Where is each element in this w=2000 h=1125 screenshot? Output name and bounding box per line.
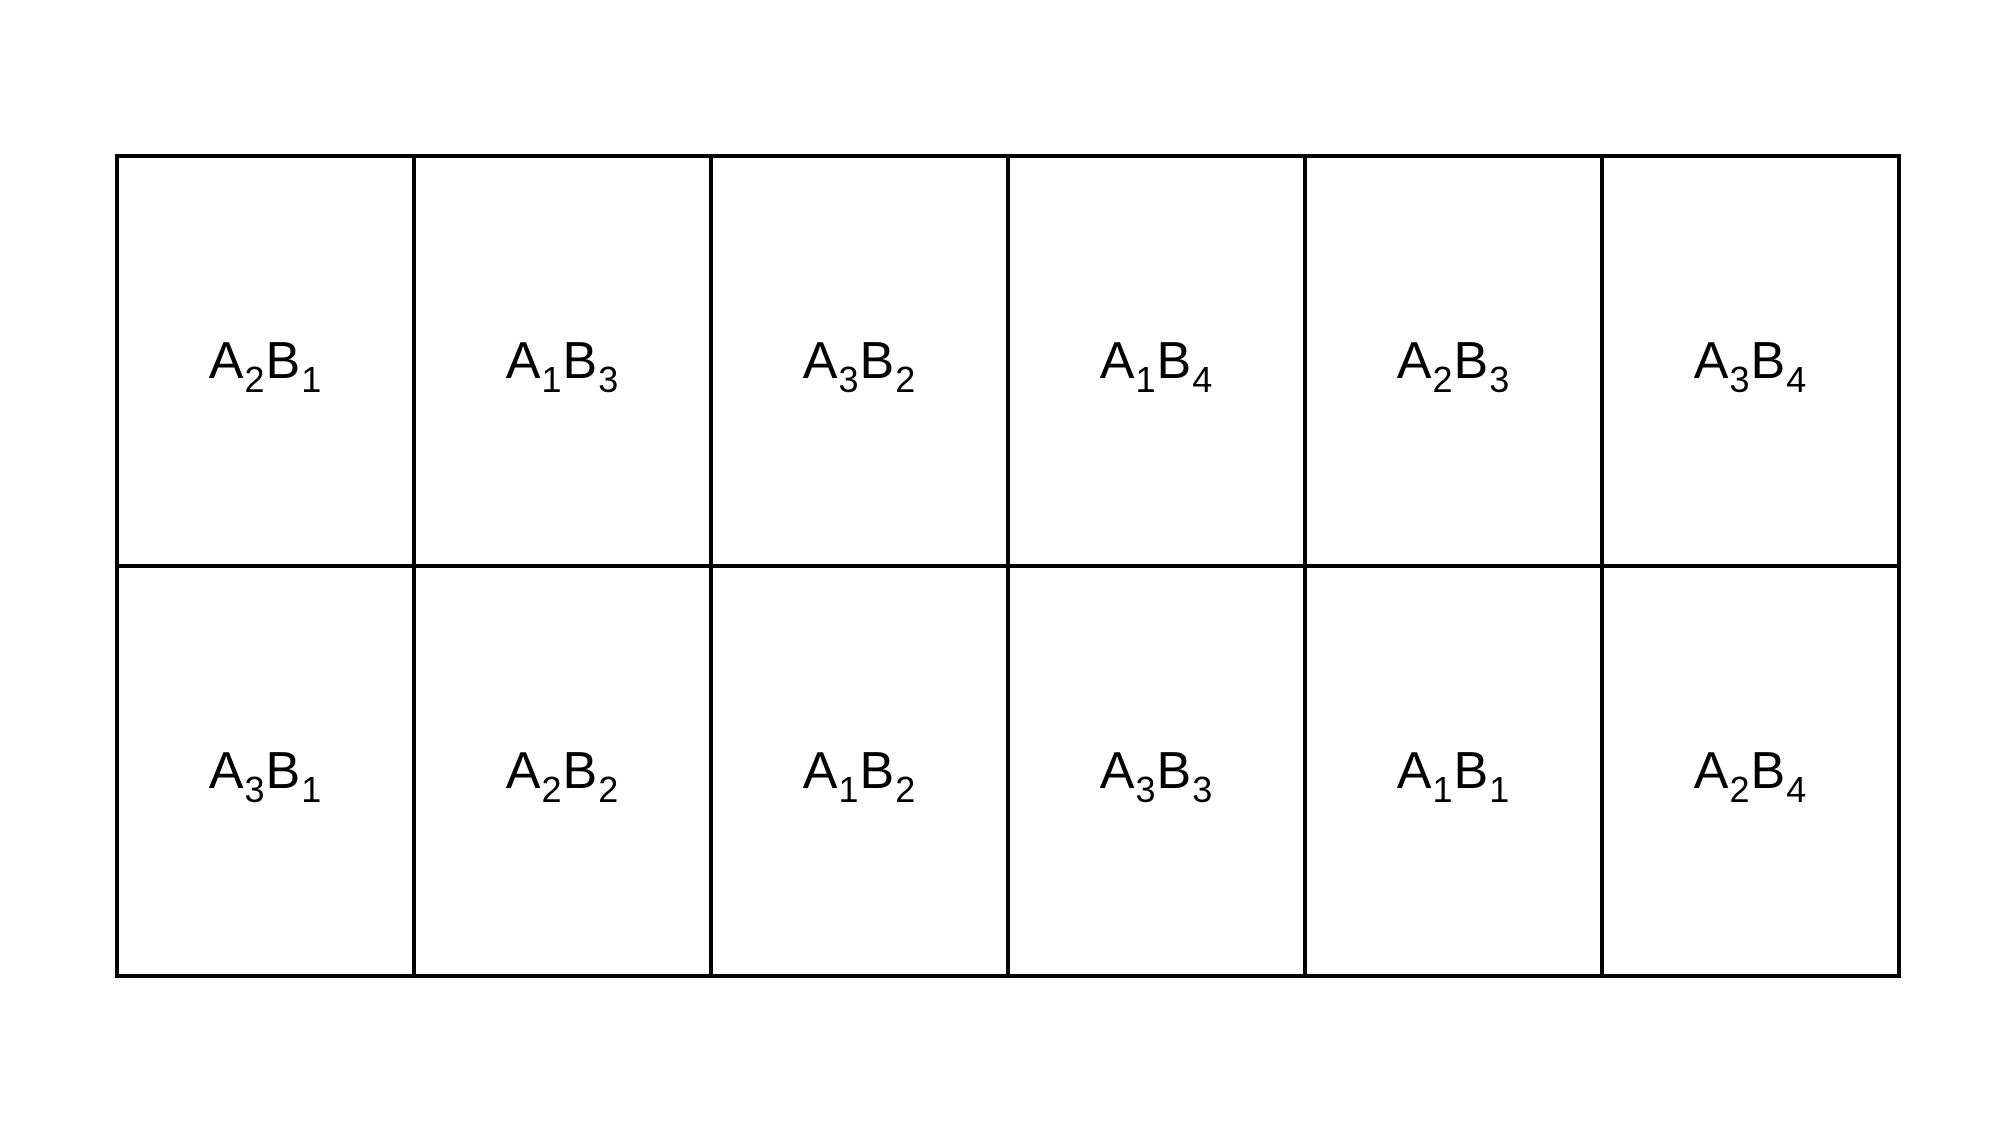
factor-a-level: 3	[1729, 359, 1750, 400]
factor-b: B	[1453, 332, 1489, 390]
factor-a: A	[505, 742, 541, 800]
cell-label: A1B2	[802, 742, 916, 808]
factor-a: A	[208, 742, 244, 800]
factor-b: B	[265, 332, 301, 390]
factor-a: A	[1396, 742, 1432, 800]
cell-label: A1B1	[1396, 742, 1510, 808]
cell-label: A2B1	[208, 332, 322, 398]
grid-cell: A2B3	[1303, 154, 1604, 568]
factor-a-level: 2	[244, 359, 265, 400]
factor-a-level: 2	[541, 769, 562, 810]
grid-cell: A3B2	[709, 154, 1010, 568]
factor-b-level: 3	[598, 359, 619, 400]
factor-a-level: 2	[1729, 769, 1750, 810]
grid-cell: A1B2	[709, 564, 1010, 978]
factor-b: B	[1453, 742, 1489, 800]
factor-b-level: 1	[1489, 769, 1510, 810]
factor-b: B	[859, 332, 895, 390]
factor-a-level: 3	[1135, 769, 1156, 810]
factor-a: A	[208, 332, 244, 390]
factor-b-level: 1	[301, 769, 322, 810]
cell-label: A3B3	[1099, 742, 1213, 808]
grid-cell: A2B2	[412, 564, 713, 978]
factor-a-level: 2	[1432, 359, 1453, 400]
factor-b-level: 2	[598, 769, 619, 810]
factor-b-level: 2	[895, 769, 916, 810]
factor-a: A	[1099, 742, 1135, 800]
factor-b: B	[562, 332, 598, 390]
factor-a: A	[1693, 332, 1729, 390]
factor-b-level: 3	[1489, 359, 1510, 400]
factor-a: A	[1396, 332, 1432, 390]
factor-b: B	[1156, 742, 1192, 800]
factor-a-level: 1	[1135, 359, 1156, 400]
factor-b-level: 4	[1192, 359, 1213, 400]
cell-label: A1B4	[1099, 332, 1213, 398]
grid-cell: A3B4	[1600, 154, 1901, 568]
treatment-layout-grid: A2B1 A1B3 A3B2 A1B4 A2B3 A3B4 A3B1 A2B2 …	[115, 154, 1901, 978]
factor-b-level: 3	[1192, 769, 1213, 810]
grid-cell: A2B1	[115, 154, 416, 568]
cell-label: A2B2	[505, 742, 619, 808]
factor-b-level: 4	[1786, 359, 1807, 400]
factor-b: B	[562, 742, 598, 800]
factor-b: B	[859, 742, 895, 800]
factor-b: B	[1750, 742, 1786, 800]
factor-a-level: 3	[244, 769, 265, 810]
factor-a: A	[1099, 332, 1135, 390]
factor-a-level: 1	[838, 769, 859, 810]
cell-label: A2B4	[1693, 742, 1807, 808]
factor-a-level: 1	[541, 359, 562, 400]
grid-cell: A2B4	[1600, 564, 1901, 978]
factor-a: A	[505, 332, 541, 390]
cell-label: A3B4	[1693, 332, 1807, 398]
factor-a-level: 3	[838, 359, 859, 400]
grid-row-1: A2B1 A1B3 A3B2 A1B4 A2B3 A3B4	[115, 154, 1901, 568]
factor-a: A	[802, 332, 838, 390]
factor-a: A	[802, 742, 838, 800]
factor-b: B	[1156, 332, 1192, 390]
cell-label: A3B1	[208, 742, 322, 808]
cell-label: A1B3	[505, 332, 619, 398]
factor-b-level: 4	[1786, 769, 1807, 810]
factor-a: A	[1693, 742, 1729, 800]
cell-label: A2B3	[1396, 332, 1510, 398]
grid-cell: A1B1	[1303, 564, 1604, 978]
factor-a-level: 1	[1432, 769, 1453, 810]
grid-cell: A1B4	[1006, 154, 1307, 568]
grid-cell: A3B3	[1006, 564, 1307, 978]
factor-b: B	[265, 742, 301, 800]
factor-b-level: 1	[301, 359, 322, 400]
factor-b-level: 2	[895, 359, 916, 400]
grid-cell: A1B3	[412, 154, 713, 568]
grid-cell: A3B1	[115, 564, 416, 978]
cell-label: A3B2	[802, 332, 916, 398]
grid-row-2: A3B1 A2B2 A1B2 A3B3 A1B1 A2B4	[115, 564, 1901, 978]
factor-b: B	[1750, 332, 1786, 390]
